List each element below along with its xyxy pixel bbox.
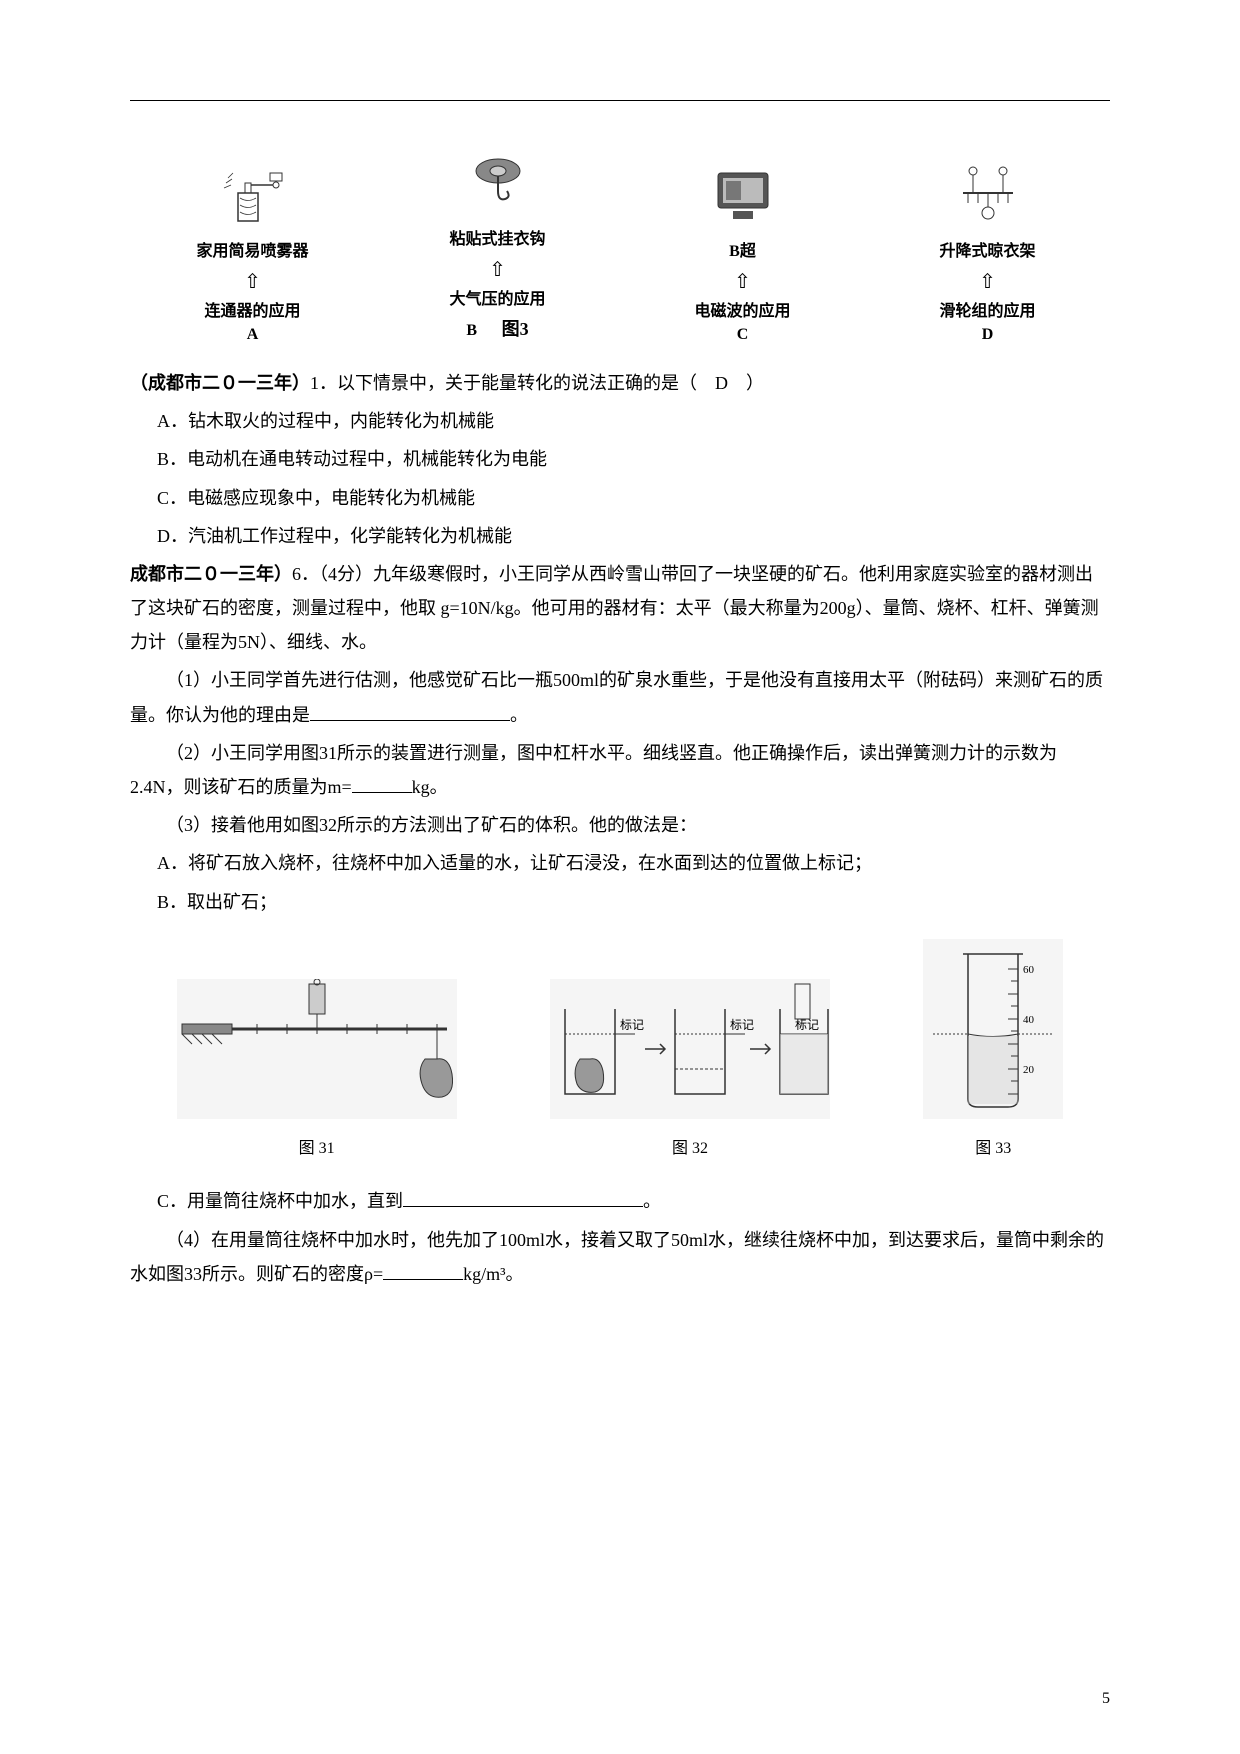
q6-part3c: C．用量筒往烧杯中加水，直到 。 — [130, 1184, 1110, 1218]
blank-field — [352, 775, 412, 793]
blank-field — [383, 1262, 463, 1280]
q1-num: 1． — [310, 373, 337, 393]
figure3-item-d: 升降式晾衣架 ⇧ 滑轮组的应用 D — [865, 153, 1110, 346]
q6-part2b: kg。 — [412, 777, 448, 797]
q6-part4: （4）在用量筒往烧杯中加水时，他先加了100ml水，接着又取了50ml水，继续往… — [130, 1223, 1110, 1291]
q6-prefix: 成都市二０一三年） — [130, 564, 292, 584]
beaker-diagram: 标记 标记 标记 — [550, 979, 830, 1119]
page-number: 5 — [1102, 1684, 1110, 1714]
fig32-label: 图 32 — [550, 1134, 830, 1164]
figure33: 60 40 20 图 33 — [923, 939, 1063, 1165]
figure3-item-a: 家用简易喷雾器 ⇧ 连通器的应用 A — [130, 153, 375, 346]
figure3-center-label: 图3 — [502, 319, 529, 339]
svg-text:60: 60 — [1023, 964, 1035, 976]
blank-field — [403, 1189, 643, 1207]
q6-part2: （2）小王同学用图31所示的装置进行测量，图中杠杆水平。细线竖直。他正确操作后，… — [130, 736, 1110, 804]
rack-icon — [865, 153, 1110, 233]
q6-part3c-suf: 。 — [643, 1191, 661, 1211]
cylinder-diagram: 60 40 20 — [923, 939, 1063, 1119]
bchao-icon — [620, 153, 865, 233]
fig-c-label: C — [620, 324, 865, 346]
fig-d-label: D — [865, 324, 1110, 346]
figure3-row: 家用简易喷雾器 ⇧ 连通器的应用 A 粘贴式挂衣钩 ⇧ 大气压的应用 B 图3 — [130, 141, 1110, 346]
q6-part1-text: （1）小王同学首先进行估测，他感觉矿石比一瓶500ml的矿泉水重些，于是他没有直… — [130, 670, 1103, 724]
fig-a-caption1: 家用简易喷雾器 — [130, 241, 375, 263]
arrow-up-icon: ⇧ — [130, 263, 375, 301]
svg-text:20: 20 — [1023, 1064, 1035, 1076]
q6-part3a: A．将矿石放入烧杯，往烧杯中加入适量的水，让矿石浸没，在水面到达的位置做上标记； — [130, 846, 1110, 880]
fig31-label: 图 31 — [177, 1134, 457, 1164]
q6-part3: （3）接着他用如图32所示的方法测出了矿石的体积。他的做法是： — [130, 808, 1110, 842]
arrow-up-icon: ⇧ — [865, 263, 1110, 301]
fig-b-label: B — [466, 320, 477, 342]
svg-text:标记: 标记 — [795, 1018, 819, 1032]
fig-d-caption1: 升降式晾衣架 — [865, 241, 1110, 263]
arrow-up-icon: ⇧ — [375, 251, 620, 289]
q1-prefix: （成都市二０一三年） — [130, 373, 310, 393]
figure32: 标记 标记 标记 图 32 — [550, 979, 830, 1165]
fig-d-caption2: 滑轮组的应用 — [865, 301, 1110, 323]
fig-a-caption2: 连通器的应用 — [130, 301, 375, 323]
fig-c-caption2: 电磁波的应用 — [620, 301, 865, 323]
figure31: 图 31 — [177, 979, 457, 1165]
q6-part1-suffix: 。 — [510, 705, 528, 725]
q6-part4b: kg/m³。 — [463, 1264, 523, 1284]
lever-diagram — [177, 979, 457, 1119]
q6-num: 6． — [292, 564, 319, 584]
q6-part3b: B．取出矿石； — [130, 885, 1110, 919]
svg-text:标记: 标记 — [620, 1018, 644, 1032]
q1-option-c: C．电磁感应现象中，电能转化为机械能 — [130, 481, 1110, 515]
svg-text:40: 40 — [1023, 1014, 1035, 1026]
q1-option-b: B．电动机在通电转动过程中，机械能转化为电能 — [130, 442, 1110, 476]
figure3-item-b: 粘贴式挂衣钩 ⇧ 大气压的应用 B 图3 — [375, 141, 620, 346]
figure-row-31-33: 图 31 标记 标记 标记 — [130, 939, 1110, 1165]
q6-intro: 成都市二０一三年）6．（4分）九年级寒假时，小王同学从西岭雪山带回了一块坚硬的矿… — [130, 557, 1110, 660]
q6-part1: （1）小王同学首先进行估测，他感觉矿石比一瓶500ml的矿泉水重些，于是他没有直… — [130, 663, 1110, 731]
q1-option-a: A．钻木取火的过程中，内能转化为机械能 — [130, 404, 1110, 438]
sprayer-icon — [130, 153, 375, 233]
fig-c-caption1: B超 — [620, 241, 865, 263]
figure3-item-c: B超 ⇧ 电磁波的应用 C — [620, 153, 865, 346]
q6-part4a: （4）在用量筒往烧杯中加水时，他先加了100ml水，接着又取了50ml水，继续往… — [130, 1230, 1104, 1284]
fig-b-caption2: 大气压的应用 — [375, 289, 620, 311]
hook-icon — [375, 141, 620, 221]
q1-option-d: D．汽油机工作过程中，化学能转化为机械能 — [130, 519, 1110, 553]
arrow-up-icon: ⇧ — [620, 263, 865, 301]
top-separator — [130, 100, 1110, 101]
q1-text: 以下情景中，关于能量转化的说法正确的是（ D ） — [337, 373, 764, 393]
fig33-label: 图 33 — [923, 1134, 1063, 1164]
fig-a-label: A — [130, 324, 375, 346]
fig-b-caption1: 粘贴式挂衣钩 — [375, 229, 620, 251]
q6-part2a: （2）小王同学用图31所示的装置进行测量，图中杠杆水平。细线竖直。他正确操作后，… — [130, 743, 1057, 797]
q1-stem: （成都市二０一三年）1．以下情景中，关于能量转化的说法正确的是（ D ） — [130, 366, 1110, 400]
q6-part3c-pre: C．用量筒往烧杯中加水，直到 — [157, 1191, 403, 1211]
svg-text:标记: 标记 — [730, 1018, 754, 1032]
blank-field — [310, 703, 510, 721]
